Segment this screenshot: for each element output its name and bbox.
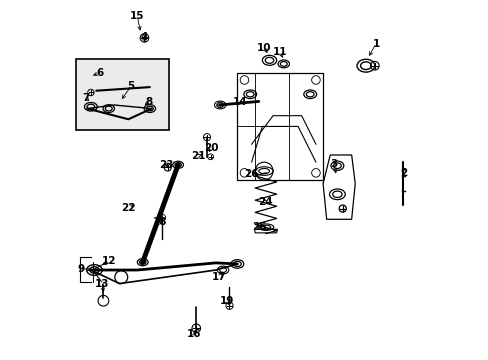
Text: 4: 4 bbox=[140, 32, 147, 42]
Text: 7: 7 bbox=[82, 93, 90, 103]
Bar bbox=[76, 59, 168, 130]
Text: 23: 23 bbox=[159, 160, 174, 170]
Text: 13: 13 bbox=[94, 279, 109, 289]
Text: 21: 21 bbox=[191, 151, 205, 161]
Text: 12: 12 bbox=[102, 256, 116, 266]
Text: 18: 18 bbox=[152, 217, 167, 227]
Text: 19: 19 bbox=[219, 296, 233, 306]
Bar bbox=[237, 73, 323, 180]
Text: 16: 16 bbox=[187, 329, 202, 339]
Text: 26: 26 bbox=[244, 168, 258, 179]
Text: 8: 8 bbox=[145, 97, 152, 107]
Text: 22: 22 bbox=[121, 203, 136, 213]
Text: 24: 24 bbox=[257, 197, 272, 207]
Text: 10: 10 bbox=[257, 43, 271, 53]
Text: 5: 5 bbox=[127, 81, 134, 91]
Text: 15: 15 bbox=[130, 12, 144, 21]
Text: 14: 14 bbox=[232, 97, 247, 107]
Text: 17: 17 bbox=[212, 272, 226, 282]
Text: 3: 3 bbox=[329, 159, 337, 169]
Text: 6: 6 bbox=[96, 68, 103, 78]
Text: 1: 1 bbox=[371, 39, 379, 49]
Text: 20: 20 bbox=[204, 143, 219, 153]
Text: 25: 25 bbox=[252, 222, 266, 232]
Text: 2: 2 bbox=[399, 168, 406, 178]
Text: 9: 9 bbox=[77, 264, 84, 274]
Text: 11: 11 bbox=[272, 48, 287, 58]
